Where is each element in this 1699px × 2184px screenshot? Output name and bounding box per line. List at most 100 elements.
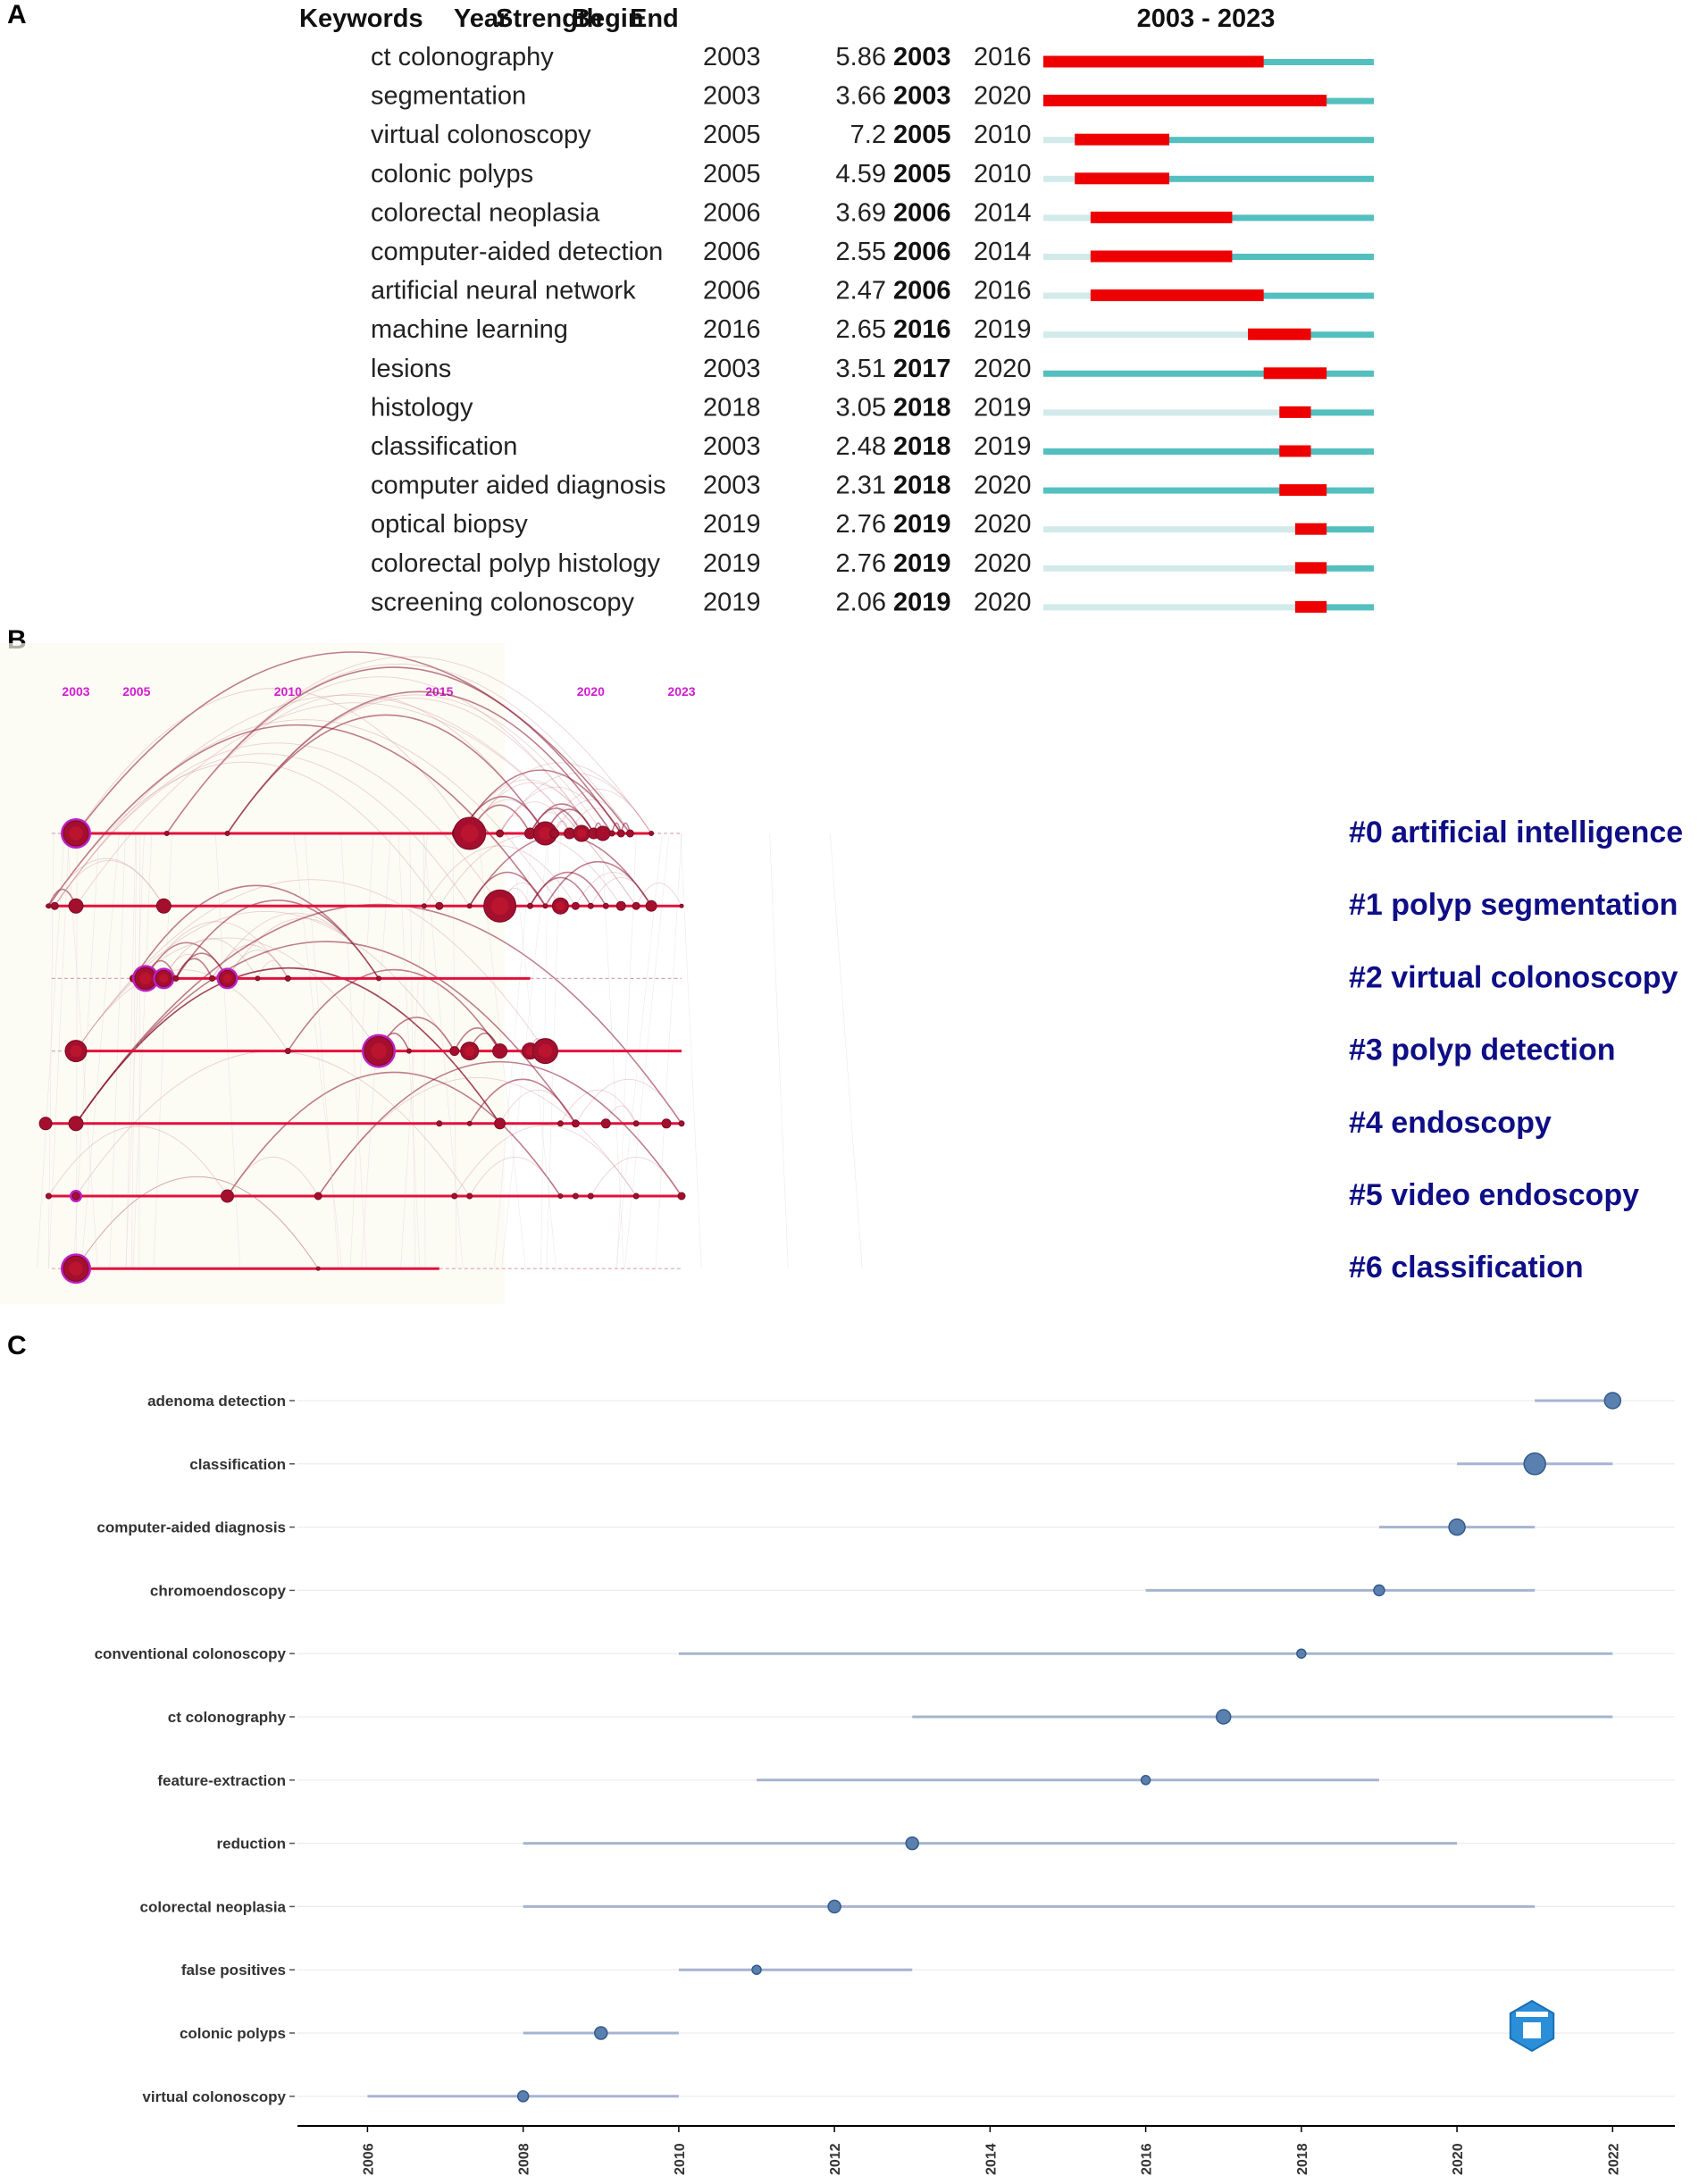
term-label: false positives: [181, 1962, 286, 1979]
cluster-node: [68, 898, 84, 914]
cluster-node: [71, 1192, 80, 1201]
cluster-label: #5 video endoscopy: [1349, 1178, 1639, 1212]
citation-arc: [166, 666, 622, 834]
end-value: 2020: [974, 549, 1032, 578]
citation-arc: [163, 938, 258, 979]
year-value: 2005: [703, 121, 761, 149]
cluster-node-core: [577, 829, 587, 838]
citation-arc: [469, 762, 652, 834]
peak-point: [1140, 1775, 1151, 1786]
strength-value: 2.76: [836, 510, 886, 539]
cluster-node-core: [222, 974, 232, 983]
cluster-node: [496, 829, 505, 838]
begin-value: 2003: [893, 43, 951, 71]
cluster-node: [677, 1192, 686, 1201]
begin-value: 2018: [893, 472, 951, 500]
inactive-bar: [1043, 254, 1091, 260]
citation-arc: [75, 688, 471, 834]
begin-value: 2017: [893, 355, 951, 383]
cluster-node: [449, 1046, 460, 1057]
year-value: 2003: [703, 432, 761, 461]
active-bar: [1043, 448, 1374, 455]
peak-point: [516, 2090, 530, 2103]
cluster-node: [678, 1120, 685, 1127]
strength-value: 7.2: [850, 121, 886, 149]
citation-arc: [166, 656, 652, 834]
cluster-node: [466, 903, 473, 909]
inactive-bar: [1043, 565, 1295, 572]
cluster-node: [38, 1117, 53, 1131]
peak-point: [1448, 1518, 1466, 1536]
cluster-node: [542, 903, 548, 909]
cluster-node: [608, 830, 615, 837]
header-strength: Strength: [496, 4, 602, 33]
citation-arc: [75, 969, 289, 1051]
citation-arc: [145, 921, 289, 979]
year-value: 2005: [703, 160, 761, 188]
cluster-node: [616, 829, 625, 838]
strength-value: 2.76: [836, 549, 886, 578]
citation-arc: [529, 876, 592, 907]
cluster-node: [209, 975, 216, 982]
begin-value: 2019: [893, 588, 951, 616]
citation-arc: [544, 860, 652, 907]
header-range: 2003 - 2023: [1137, 4, 1276, 33]
citation-arc: [499, 801, 570, 834]
active-bar: [1043, 370, 1374, 377]
cluster-node: [451, 1192, 458, 1200]
citation-arc: [75, 937, 380, 1051]
cluster-node: [632, 1120, 640, 1127]
cluster-node: [625, 829, 634, 838]
cross-link: [769, 833, 789, 1269]
cross-link: [830, 833, 863, 1269]
header-year: Year: [454, 4, 508, 33]
cluster-node-core: [525, 1046, 535, 1056]
begin-value: 2005: [893, 121, 951, 149]
cluster-node: [632, 901, 640, 910]
end-value: 2019: [974, 393, 1032, 422]
citation-arc: [47, 724, 547, 907]
citation-arc: [423, 845, 576, 907]
citation-arc: [529, 803, 595, 834]
x-tick-label: 2010: [673, 2143, 688, 2175]
cluster-label: #4 endoscopy: [1349, 1106, 1552, 1140]
cluster-node: [435, 901, 444, 910]
cluster-node: [224, 831, 230, 836]
x-tick-label: 2022: [1606, 2143, 1621, 2175]
citation-arc: [75, 702, 637, 907]
strength-value: 2.47: [836, 277, 886, 305]
peak-point: [594, 2026, 608, 2040]
cluster-node-core: [538, 1043, 553, 1059]
citation-arc: [166, 693, 546, 834]
peak-point: [1373, 1584, 1385, 1597]
cluster-node: [600, 1118, 611, 1129]
timeline-view-chart: 2003 2005 2010 2015 2020 2023#0 artificial in…: [0, 643, 1683, 1304]
citation-arc: [75, 1176, 319, 1269]
citation-arc: [75, 903, 682, 1125]
citation-arc: [166, 676, 595, 834]
cluster-node: [155, 898, 172, 914]
cluster-node-core: [70, 1045, 82, 1058]
burst-bar: [1043, 55, 1264, 68]
keyword-label: artificial neural network: [371, 277, 636, 305]
cluster-node: [466, 1192, 473, 1200]
cluster-node: [284, 1048, 291, 1055]
citation-arc: [499, 1089, 576, 1125]
cluster-node: [492, 1043, 508, 1059]
inactive-bar: [1043, 526, 1295, 533]
cluster-node: [314, 1192, 322, 1201]
active-bar: [1043, 487, 1374, 494]
cluster-label: #2 virtual colonoscopy: [1349, 960, 1678, 994]
begin-value: 2016: [893, 315, 951, 344]
inactive-bar: [1043, 409, 1280, 416]
citation-arc: [166, 664, 631, 834]
citation-arc: [635, 882, 682, 907]
citation-arc: [54, 742, 500, 907]
keyword-label: screening colonoscopy: [371, 588, 635, 616]
inactive-bar: [1043, 175, 1075, 182]
citation-arc: [459, 769, 622, 834]
panel-label-c: C: [7, 1331, 27, 1360]
year-value: 2018: [703, 393, 761, 422]
citation-arc: [469, 834, 652, 907]
cluster-node: [571, 901, 580, 910]
